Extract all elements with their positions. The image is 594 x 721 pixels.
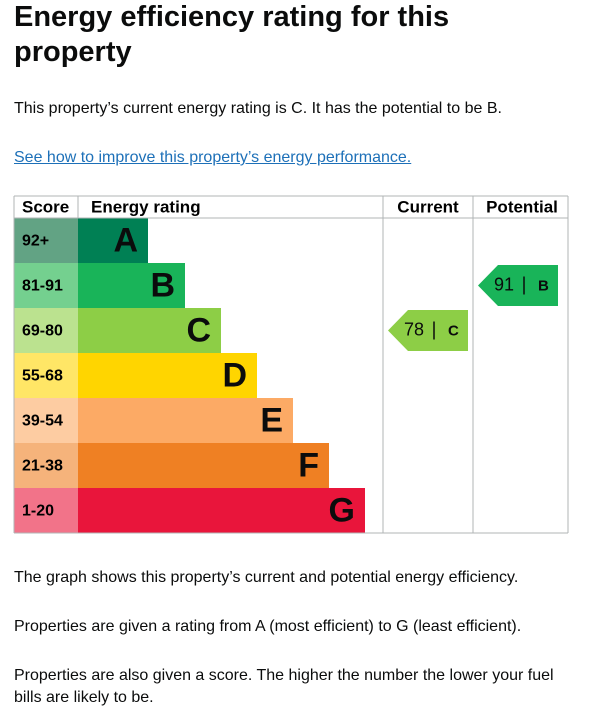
improve-link[interactable]: See how to improve this property’s energ…: [14, 149, 412, 166]
page-title: Energy efficiency rating for this proper…: [14, 1, 450, 68]
score-range: 55-68: [22, 368, 63, 385]
rating-letter: A: [113, 221, 138, 259]
rating-letter: F: [298, 446, 319, 484]
rating-letter: G: [329, 491, 355, 529]
rating-bar: [78, 398, 293, 443]
intro: This property’s current energy rating is…: [14, 100, 502, 117]
rating-letter: B: [150, 266, 175, 304]
rating-bar: [78, 218, 148, 263]
score-range: 81-91: [22, 278, 63, 295]
link-line: See how to improve this property’s energ…: [14, 147, 574, 169]
rating-chart: Score Energy rating Current Potential 92+ A 81…: [13, 195, 569, 534]
rating-letter: D: [222, 356, 247, 394]
score-cell: [14, 353, 78, 398]
potential-score: 91: [494, 274, 514, 294]
score-range: 39-54: [22, 413, 63, 430]
score-cell: [14, 308, 78, 353]
paragraph: Properties are given a rating from A (mo…: [14, 618, 522, 635]
paragraph: Properties are also given a score. The h…: [14, 667, 554, 706]
header-potential: Potential: [486, 197, 558, 216]
rating-bar: [78, 443, 329, 488]
paragraph: The graph shows this property’s current …: [14, 569, 519, 586]
score-cell: [14, 218, 78, 263]
rating-letter: C: [186, 311, 211, 349]
score-range: 92+: [22, 233, 49, 250]
score-cell: [14, 398, 78, 443]
score-range: 69-80: [22, 323, 63, 340]
rating-letter: E: [260, 401, 283, 439]
score-cell: [14, 443, 78, 488]
header-current: Current: [397, 197, 459, 216]
score-range: 1-20: [22, 503, 54, 520]
current-arrow: [388, 310, 468, 351]
rating-bar: [78, 488, 365, 533]
current-score: 78: [404, 319, 424, 339]
rating-bar: [78, 263, 185, 308]
potential-arrow: [478, 265, 558, 306]
rating-bar: [78, 353, 257, 398]
score-cell: [14, 263, 78, 308]
current-rating: C: [448, 322, 459, 339]
score-cell: [14, 488, 78, 533]
header-score: Score: [22, 197, 69, 216]
score-range: 21-38: [22, 458, 63, 475]
header-rating: Energy rating: [91, 197, 201, 216]
rating-bar: [78, 308, 221, 353]
potential-rating: B: [538, 277, 549, 294]
